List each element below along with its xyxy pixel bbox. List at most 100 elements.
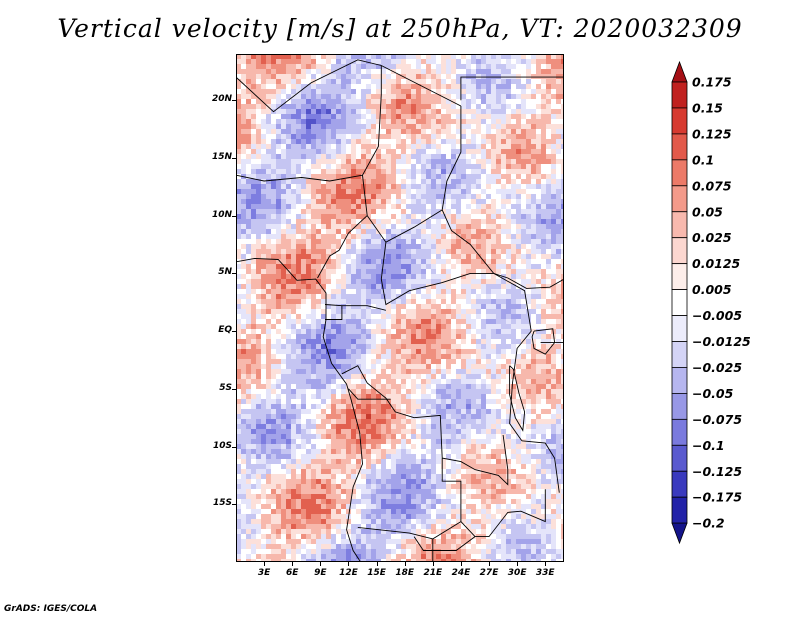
upward-velocity-cell xyxy=(426,304,431,309)
upward-velocity-cell xyxy=(491,449,496,454)
downward-velocity-cell xyxy=(296,404,301,409)
downward-velocity-cell xyxy=(251,184,256,189)
upward-velocity-cell xyxy=(396,414,401,419)
downward-velocity-cell xyxy=(321,359,326,364)
downward-velocity-cell xyxy=(416,189,421,194)
upward-velocity-cell xyxy=(371,204,376,209)
downward-velocity-cell xyxy=(501,99,506,104)
upward-velocity-cell xyxy=(256,279,261,284)
upward-velocity-cell xyxy=(411,339,416,344)
downward-velocity-cell xyxy=(251,464,256,469)
upward-velocity-cell xyxy=(241,359,246,364)
upward-velocity-cell xyxy=(271,254,276,259)
upward-velocity-cell xyxy=(541,254,546,259)
downward-velocity-cell xyxy=(491,349,496,354)
upward-velocity-cell xyxy=(346,204,351,209)
downward-velocity-cell xyxy=(351,244,356,249)
upward-velocity-cell xyxy=(381,109,386,114)
upward-velocity-cell xyxy=(361,424,366,429)
upward-velocity-cell xyxy=(336,209,341,214)
upward-velocity-cell xyxy=(551,179,556,184)
upward-velocity-cell xyxy=(421,309,426,314)
downward-velocity-cell xyxy=(546,194,551,199)
downward-velocity-cell xyxy=(281,349,286,354)
downward-velocity-cell xyxy=(556,224,561,229)
upward-velocity-cell xyxy=(411,84,416,89)
upward-velocity-cell xyxy=(561,394,564,399)
downward-velocity-cell xyxy=(491,359,496,364)
upward-velocity-cell xyxy=(321,409,326,414)
downward-velocity-cell xyxy=(376,249,381,254)
downward-velocity-cell xyxy=(526,334,531,339)
upward-velocity-cell xyxy=(266,94,271,99)
upward-velocity-cell xyxy=(386,434,391,439)
upward-velocity-cell xyxy=(491,264,496,269)
upward-velocity-cell xyxy=(246,364,251,369)
downward-velocity-cell xyxy=(526,329,531,334)
upward-velocity-cell xyxy=(416,319,421,324)
downward-velocity-cell xyxy=(281,184,286,189)
downward-velocity-cell xyxy=(306,324,311,329)
upward-velocity-cell xyxy=(501,439,506,444)
downward-velocity-cell xyxy=(346,69,351,74)
downward-velocity-cell xyxy=(486,434,491,439)
downward-velocity-cell xyxy=(361,104,366,109)
downward-velocity-cell xyxy=(431,199,436,204)
downward-velocity-cell xyxy=(476,144,481,149)
downward-velocity-cell xyxy=(421,174,426,179)
upward-velocity-cell xyxy=(526,379,531,384)
upward-velocity-cell xyxy=(461,254,466,259)
upward-velocity-cell xyxy=(356,389,361,394)
downward-velocity-cell xyxy=(266,204,271,209)
upward-velocity-cell xyxy=(461,349,466,354)
upward-velocity-cell xyxy=(261,264,266,269)
downward-velocity-cell xyxy=(371,114,376,119)
downward-velocity-cell xyxy=(551,469,556,474)
upward-velocity-cell xyxy=(516,174,521,179)
downward-velocity-cell xyxy=(526,459,531,464)
downward-velocity-cell xyxy=(401,454,406,459)
downward-velocity-cell xyxy=(386,484,391,489)
upward-velocity-cell xyxy=(541,124,546,129)
upward-velocity-cell xyxy=(411,314,416,319)
upward-velocity-cell xyxy=(411,89,416,94)
upward-velocity-cell xyxy=(391,79,396,84)
upward-velocity-cell xyxy=(556,394,561,399)
downward-velocity-cell xyxy=(481,139,486,144)
downward-velocity-cell xyxy=(391,269,396,274)
downward-velocity-cell xyxy=(556,439,561,444)
downward-velocity-cell xyxy=(481,109,486,114)
downward-velocity-cell xyxy=(321,134,326,139)
upward-velocity-cell xyxy=(361,144,366,149)
downward-velocity-cell xyxy=(281,404,286,409)
downward-velocity-cell xyxy=(236,184,241,189)
downward-velocity-cell xyxy=(506,289,511,294)
downward-velocity-cell xyxy=(321,319,326,324)
upward-velocity-cell xyxy=(251,344,256,349)
upward-velocity-cell xyxy=(301,244,306,249)
upward-velocity-cell xyxy=(546,299,551,304)
upward-velocity-cell xyxy=(541,134,546,139)
upward-velocity-cell xyxy=(276,479,281,484)
upward-velocity-cell xyxy=(346,449,351,454)
upward-velocity-cell xyxy=(381,374,386,379)
upward-velocity-cell xyxy=(386,219,391,224)
downward-velocity-cell xyxy=(556,209,561,214)
upward-velocity-cell xyxy=(541,89,546,94)
upward-velocity-cell xyxy=(531,159,536,164)
upward-velocity-cell xyxy=(326,454,331,459)
upward-velocity-cell xyxy=(351,219,356,224)
downward-velocity-cell xyxy=(336,294,341,299)
downward-velocity-cell xyxy=(391,234,396,239)
upward-velocity-cell xyxy=(496,169,501,174)
upward-velocity-cell xyxy=(341,429,346,434)
downward-velocity-cell xyxy=(526,224,531,229)
upward-velocity-cell xyxy=(381,189,386,194)
downward-velocity-cell xyxy=(256,394,261,399)
upward-velocity-cell xyxy=(491,379,496,384)
upward-velocity-cell xyxy=(331,474,336,479)
upward-velocity-cell xyxy=(521,444,526,449)
upward-velocity-cell xyxy=(446,104,451,109)
downward-velocity-cell xyxy=(301,319,306,324)
upward-velocity-cell xyxy=(431,309,436,314)
